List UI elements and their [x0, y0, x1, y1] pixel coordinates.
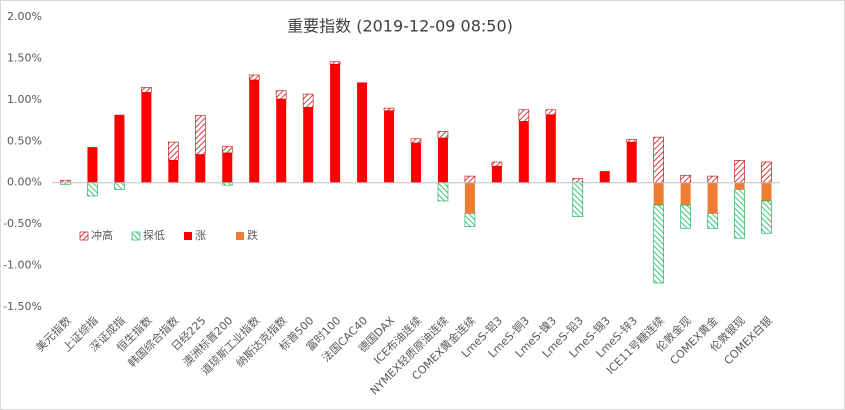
bar — [302, 93, 314, 108]
bar — [329, 61, 341, 65]
bar — [491, 161, 503, 167]
bar — [707, 175, 718, 184]
legend-label: 冲高 — [91, 228, 113, 242]
bar — [221, 145, 233, 154]
y-tick-label: 0.00% — [7, 176, 42, 189]
bar — [411, 142, 421, 183]
bar — [545, 114, 556, 183]
bar — [303, 107, 314, 183]
bar — [168, 160, 179, 183]
y-tick-label: -1.50% — [3, 300, 42, 313]
y-tick-label: 1.50% — [7, 51, 42, 64]
bar — [491, 166, 502, 183]
bar — [437, 182, 449, 202]
legend-label: 探低 — [143, 229, 165, 242]
bar — [464, 213, 476, 227]
bar — [653, 136, 664, 184]
bar — [572, 178, 584, 184]
bar — [680, 182, 691, 206]
bar — [464, 182, 475, 214]
bar — [357, 82, 368, 183]
bar — [87, 147, 98, 183]
bar — [761, 200, 772, 234]
y-tick-label: 2.00% — [7, 10, 42, 23]
legend-label: 涨 — [195, 229, 206, 242]
bar — [707, 213, 718, 229]
bar — [464, 175, 476, 184]
y-tick-label: 1.00% — [7, 93, 42, 106]
bar — [680, 174, 691, 184]
bar — [734, 189, 745, 239]
bar — [626, 139, 638, 143]
bar — [761, 182, 772, 201]
bar — [114, 182, 125, 190]
bar — [141, 92, 152, 183]
bar — [275, 90, 287, 100]
bar — [734, 182, 745, 190]
legend-swatch — [131, 231, 141, 241]
bar — [141, 87, 152, 93]
bar — [653, 182, 664, 206]
bar — [572, 182, 584, 217]
legend-swatch — [184, 232, 192, 240]
bar — [276, 99, 287, 183]
bar — [437, 137, 448, 183]
bar — [761, 161, 772, 184]
bar — [599, 171, 610, 183]
y-tick-label: -0.50% — [3, 217, 42, 230]
bar — [518, 121, 529, 183]
bar — [384, 110, 395, 183]
legend-swatch — [236, 232, 244, 240]
bar — [195, 154, 206, 183]
legend-swatch — [79, 231, 89, 241]
y-tick-label: -1.00% — [3, 259, 42, 272]
legend-label: 跌 — [247, 228, 258, 242]
bar — [653, 204, 664, 284]
bar — [114, 114, 125, 183]
bar — [249, 79, 260, 183]
bar — [87, 182, 98, 197]
bar — [383, 107, 395, 111]
bar — [734, 160, 745, 184]
y-tick-label: 0.50% — [7, 134, 42, 147]
bar — [518, 109, 530, 122]
bar — [707, 182, 718, 214]
bar — [330, 64, 341, 183]
bar — [410, 138, 422, 144]
bar — [680, 204, 691, 229]
bar — [626, 142, 637, 183]
chart-title: 重要指数 (2019-12-09 08:50) — [287, 17, 513, 36]
bar — [222, 152, 233, 183]
bar — [545, 109, 557, 116]
bar — [194, 115, 206, 155]
bar — [437, 131, 449, 139]
bar — [248, 74, 260, 81]
bar — [168, 141, 179, 161]
